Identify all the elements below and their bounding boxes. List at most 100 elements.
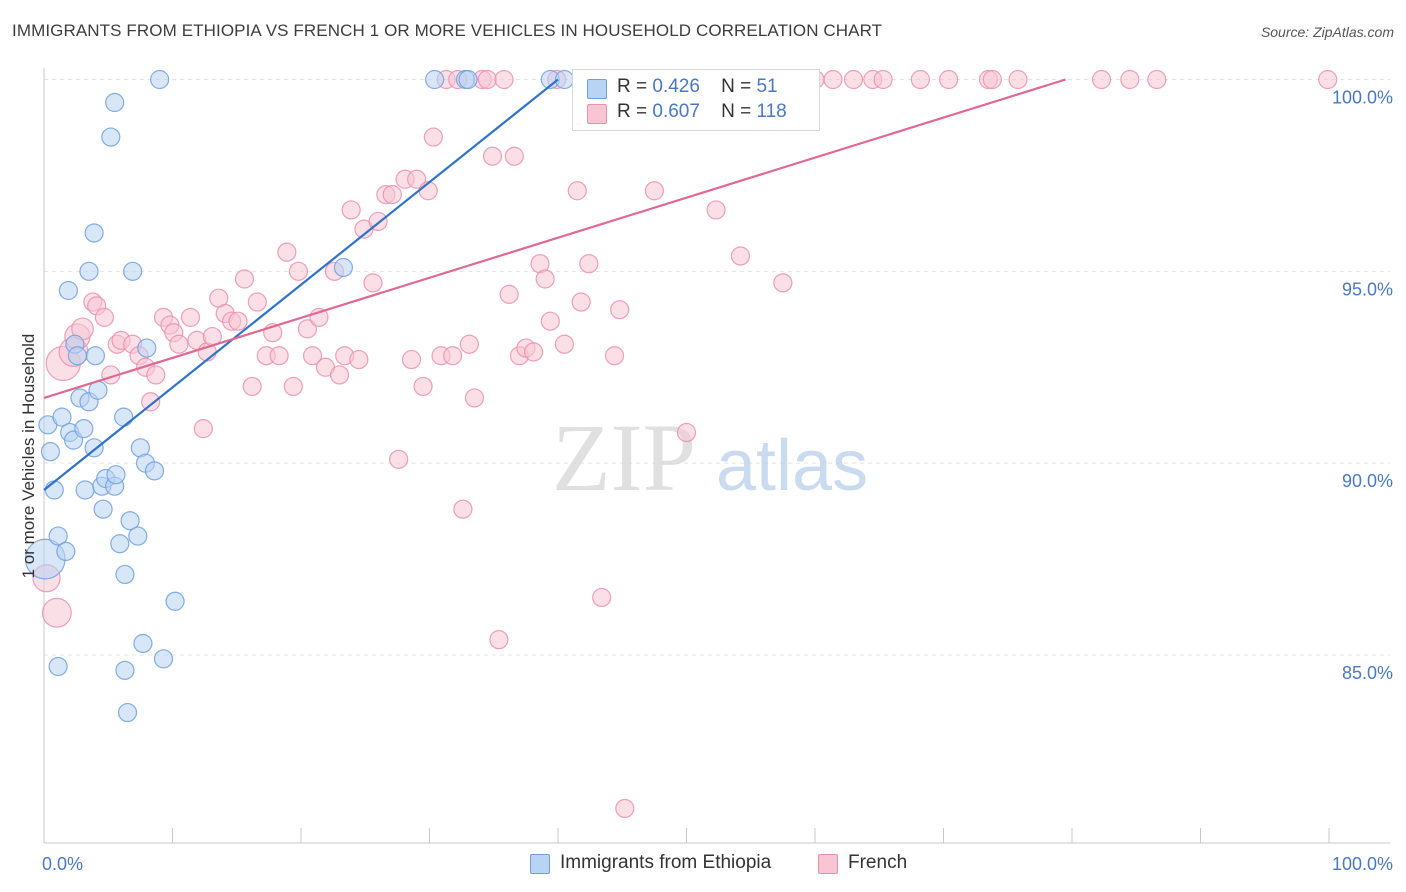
french-point bbox=[823, 69, 843, 90]
legend-r-label: R = bbox=[617, 76, 648, 97]
french-point bbox=[269, 346, 289, 366]
ethiopia-point bbox=[52, 407, 72, 427]
french-point bbox=[41, 597, 72, 628]
ethiopia-point bbox=[93, 499, 113, 519]
ethiopia-point bbox=[101, 127, 121, 147]
ethiopia-point bbox=[458, 69, 478, 90]
french-point bbox=[1091, 69, 1112, 90]
ethiopia-point bbox=[67, 346, 88, 366]
ethiopia-point bbox=[120, 511, 140, 531]
french-point bbox=[329, 365, 350, 385]
legend-swatch-french bbox=[587, 104, 607, 124]
french-point bbox=[939, 69, 959, 90]
ethiopia-point bbox=[128, 526, 148, 546]
french-point bbox=[482, 146, 503, 166]
french-point bbox=[169, 334, 189, 354]
ethiopia-point bbox=[554, 69, 575, 90]
ethiopia-point bbox=[44, 480, 64, 500]
french-point bbox=[843, 69, 864, 90]
source-credit: Source: ZipAtlas.com bbox=[1260, 24, 1394, 40]
ethiopia-point bbox=[56, 541, 76, 562]
french-point bbox=[499, 284, 519, 304]
french-point bbox=[773, 273, 793, 293]
legend-n-label: N = bbox=[721, 101, 752, 122]
french-point bbox=[234, 269, 255, 289]
ethiopia-point bbox=[123, 261, 143, 281]
ethiopia-point bbox=[425, 69, 445, 90]
x-tick-label: 0.0% bbox=[42, 854, 83, 874]
y-tick-label: 85.0% bbox=[1342, 663, 1393, 683]
ethiopia-point bbox=[153, 649, 174, 669]
ethiopia-point bbox=[137, 338, 157, 358]
french-point bbox=[193, 419, 213, 439]
ethiopia-point bbox=[79, 261, 99, 281]
ethiopia-point bbox=[74, 419, 94, 439]
french-point bbox=[494, 69, 514, 90]
grid-lines bbox=[44, 79, 1390, 656]
french-point bbox=[180, 307, 201, 327]
french-point bbox=[982, 69, 1002, 90]
french-point bbox=[277, 242, 297, 262]
ethiopia-point bbox=[165, 591, 185, 611]
ethiopia-point bbox=[150, 69, 170, 90]
y-tick-label: 100.0% bbox=[1332, 88, 1393, 108]
french-point bbox=[523, 342, 544, 362]
french-point bbox=[535, 269, 555, 289]
french-point bbox=[676, 422, 697, 443]
french-point bbox=[554, 334, 575, 354]
french-point bbox=[1008, 69, 1028, 90]
french-point bbox=[644, 181, 664, 201]
french-point bbox=[567, 181, 587, 201]
french-point bbox=[464, 388, 485, 408]
french-point bbox=[1147, 69, 1167, 90]
french-point bbox=[571, 292, 591, 312]
french-point bbox=[401, 349, 422, 370]
french-point bbox=[910, 69, 930, 90]
french-point bbox=[297, 319, 318, 339]
series-legend-label-french: French bbox=[848, 852, 908, 873]
french-point bbox=[423, 127, 443, 147]
french-point bbox=[610, 300, 630, 320]
french-point bbox=[579, 254, 599, 274]
french-point bbox=[413, 376, 433, 397]
french-point bbox=[489, 630, 509, 650]
french-point bbox=[592, 587, 612, 608]
ethiopia-point bbox=[85, 346, 106, 366]
series-legend: Immigrants from Ethiopia French bbox=[0, 852, 1406, 878]
legend-swatch-ethiopia bbox=[587, 79, 607, 99]
ethiopia-point bbox=[105, 92, 125, 113]
trend-line-french bbox=[43, 78, 1066, 399]
ethiopia-point bbox=[58, 280, 79, 301]
ethiopia-point bbox=[110, 534, 130, 554]
french-point bbox=[146, 365, 166, 385]
legend-r-value-ethiopia: 0.426 bbox=[652, 76, 700, 97]
french-point bbox=[389, 449, 409, 469]
french-point bbox=[540, 311, 560, 331]
french-point bbox=[341, 200, 361, 220]
ethiopia-point bbox=[144, 461, 165, 481]
french-point bbox=[382, 185, 402, 205]
ethiopia-point bbox=[84, 223, 104, 243]
french-point bbox=[1318, 69, 1338, 90]
french-point bbox=[504, 146, 524, 166]
ethiopia-point bbox=[40, 442, 61, 462]
legend-n-value-ethiopia: 51 bbox=[756, 76, 778, 97]
french-point bbox=[604, 346, 625, 366]
ethiopia-point bbox=[106, 465, 126, 485]
french-point bbox=[363, 273, 383, 293]
ethiopia-point bbox=[117, 702, 138, 723]
french-point bbox=[247, 292, 267, 312]
french-point bbox=[94, 307, 114, 327]
series-legend-swatch-ethiopia bbox=[530, 854, 550, 874]
french-point bbox=[242, 376, 262, 397]
ethiopia-point bbox=[115, 660, 135, 680]
legend-n-value-french: 118 bbox=[756, 101, 787, 122]
french-point bbox=[302, 346, 323, 366]
ethiopia-point bbox=[333, 257, 354, 278]
french-point bbox=[459, 334, 479, 354]
ethiopia-point bbox=[114, 407, 134, 427]
french-point bbox=[706, 200, 726, 220]
y-tick-label: 95.0% bbox=[1342, 279, 1393, 299]
watermark-zip: ZIP bbox=[552, 404, 696, 511]
